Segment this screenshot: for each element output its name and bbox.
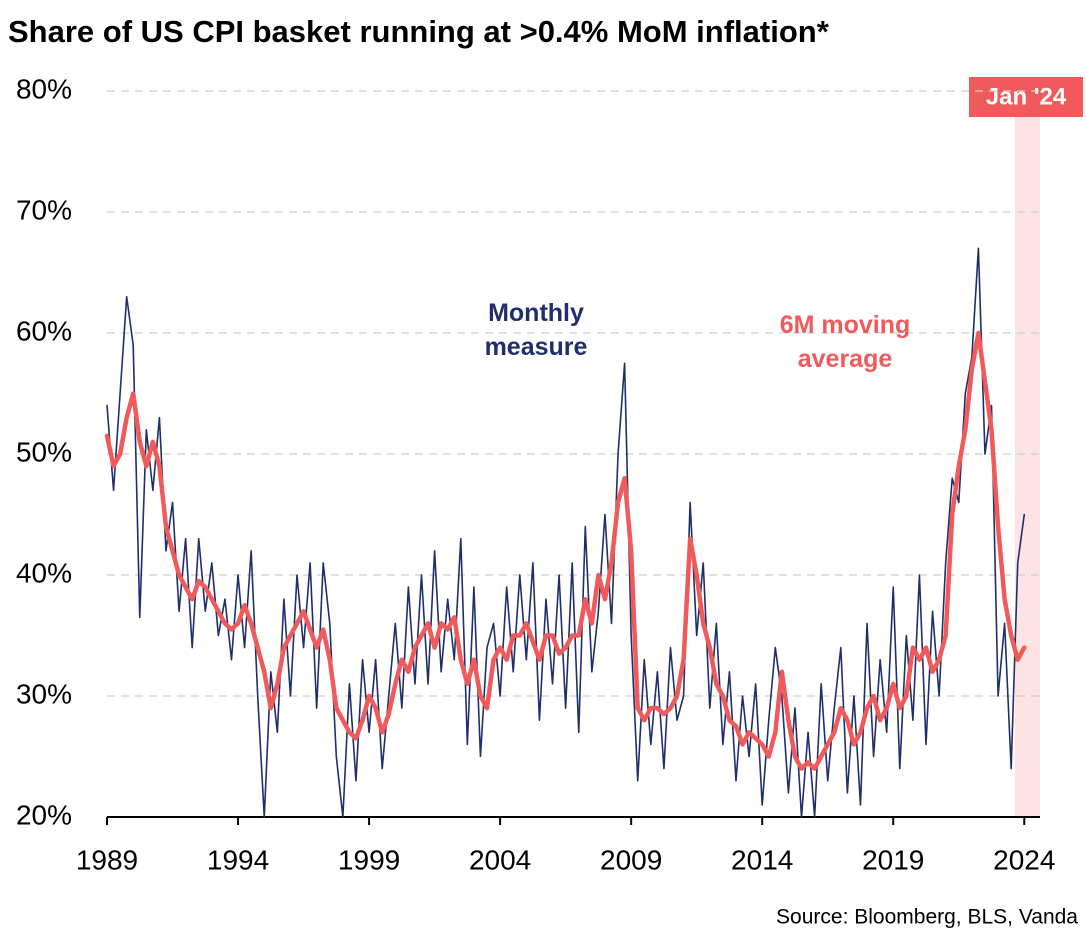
highlight-label-box [969, 77, 1083, 117]
x-tick-label: 2014 [731, 844, 793, 875]
x-tick-label: 2004 [469, 844, 531, 875]
x-tick-label: 2019 [862, 844, 924, 875]
highlight-band [1015, 80, 1040, 817]
y-tick-label: 80% [16, 73, 72, 104]
x-tick-label: 2009 [600, 844, 662, 875]
source: Source: Bloomberg, BLS, Vanda [776, 906, 1078, 929]
y-tick-label: 60% [16, 315, 72, 346]
series-line [106, 247, 1026, 818]
highlight-label: Jan '24 [986, 83, 1067, 110]
ma-annotation: 6M moving average [779, 311, 911, 373]
series-line [104, 330, 1027, 771]
y-tick-label: 70% [16, 194, 72, 225]
x-tick-label: 2024 [993, 844, 1055, 875]
chart-title: Share of US CPI basket running at >0.4% … [8, 14, 830, 49]
y-tick-label: 40% [16, 557, 72, 588]
y-tick-label: 50% [16, 436, 72, 467]
x-tick-label: 1994 [207, 844, 269, 875]
y-tick-label: 20% [16, 799, 72, 830]
monthly-annotation: Monthly measure [484, 299, 588, 361]
x-tick-label: 1999 [338, 844, 400, 875]
x-tick-label: 1989 [76, 844, 138, 875]
y-tick-label: 30% [16, 678, 72, 709]
